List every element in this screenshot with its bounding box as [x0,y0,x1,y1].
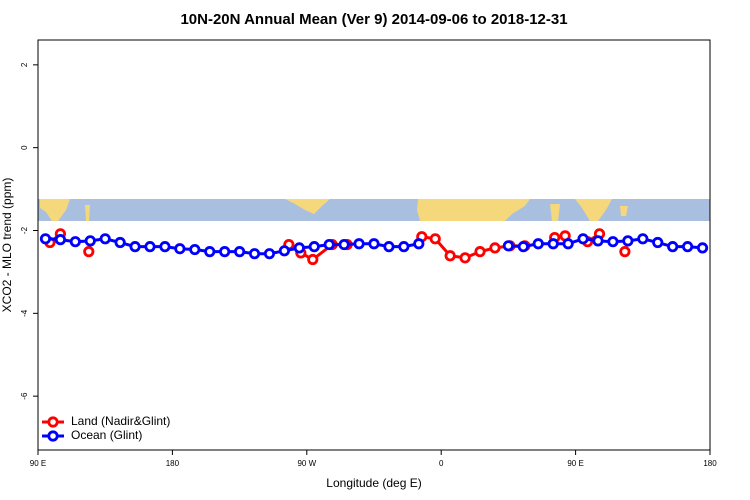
x-tick-label: 90 W [297,459,316,468]
data-point [84,235,96,247]
y-tick-label: 2 [20,62,29,67]
y-tick-label: -2 [20,226,29,234]
data-point [338,238,350,251]
legend-label: Ocean (Glint) [71,428,142,442]
data-point [502,240,514,252]
data-point [219,246,231,258]
data-point [607,236,619,248]
y-axis-label: XCO2 - MLO trend (ppm) [0,178,14,313]
data-point [383,241,395,253]
data-point [547,238,559,250]
data-point [278,245,290,257]
y-tick-label: -6 [20,392,29,400]
data-point [204,246,216,258]
legend-marker [47,416,59,428]
data-point [263,248,276,260]
data-point [144,241,156,253]
x-tick-label: 180 [166,459,180,468]
data-point [39,233,52,245]
data-point [681,241,694,253]
legend-label: Land (Nadir&Glint) [71,414,170,428]
data-point [129,241,141,253]
data-point [114,236,126,249]
data-point [174,243,186,255]
x-tick-label: 90 E [30,459,46,468]
data-point [667,241,679,253]
data-point [489,242,501,254]
data-point [413,238,425,250]
x-tick-label: 180 [703,459,717,468]
data-point [652,236,664,249]
data-point [562,238,574,250]
data-point [248,248,261,260]
data-point [637,233,649,245]
data-point [293,242,305,254]
x-tick-label: 90 E [567,459,583,468]
legend-marker [47,430,59,442]
data-point [474,246,486,258]
x-tick-label: 0 [439,459,444,468]
y-tick-label: -4 [20,309,29,317]
data-point [234,246,246,258]
map-strip [38,199,710,221]
data-point [577,233,589,245]
data-point [353,238,365,250]
data-point [459,252,471,264]
data-point [323,238,335,251]
data-point [517,241,529,253]
data-point [398,241,410,253]
data-point [307,253,319,266]
data-point [159,241,171,253]
x-axis-label: Longitude (deg E) [326,476,421,490]
data-point [622,235,634,247]
data-point [308,241,320,253]
plot-frame [37,39,711,451]
data-point [696,242,709,254]
chart-title: 10N-20N Annual Mean (Ver 9) 2014-09-06 t… [180,11,567,28]
data-point [619,246,631,258]
data-point [189,243,201,256]
data-point [99,233,111,245]
data-point [83,246,95,258]
data-point [69,236,81,248]
y-tick-label: 0 [20,145,29,150]
data-point [592,235,604,247]
data-point [444,250,456,262]
data-point [54,234,67,246]
data-point [532,238,544,250]
data-point [429,233,441,245]
data-point [368,238,380,250]
